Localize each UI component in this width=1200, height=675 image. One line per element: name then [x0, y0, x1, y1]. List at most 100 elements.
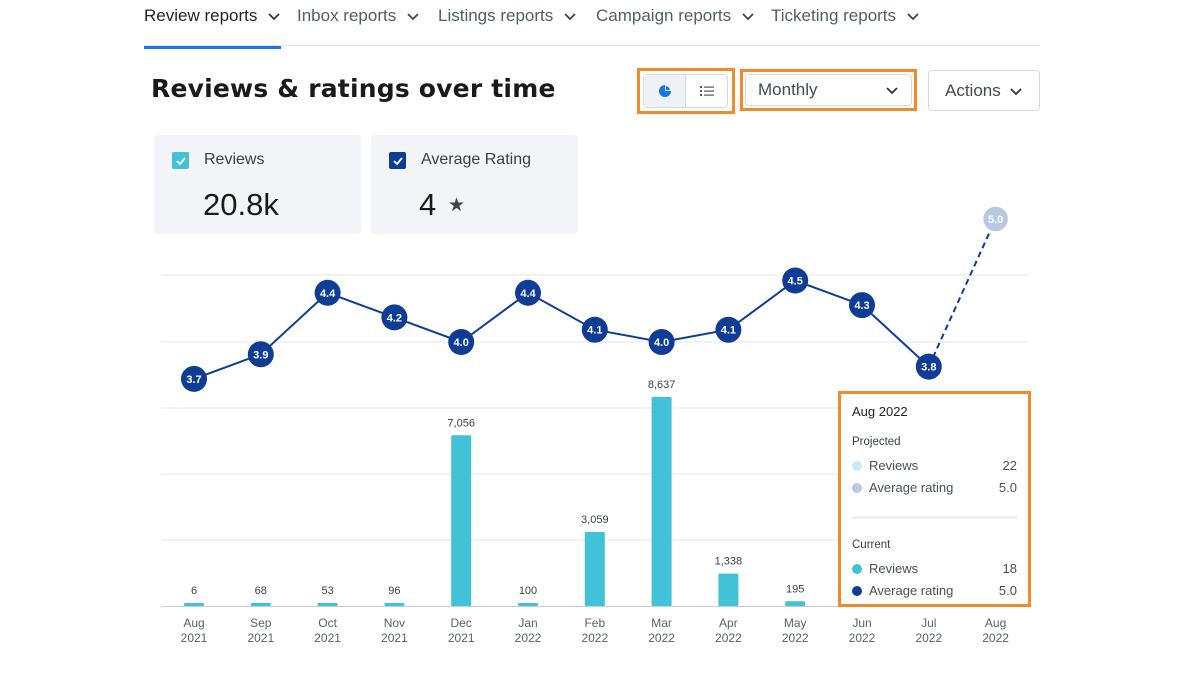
bar-value-label: 100 [519, 585, 537, 597]
tooltip-projected-heading: Projected [852, 436, 901, 448]
x-tick-label: 2021 [181, 631, 208, 645]
metric-card-average-rating: Average Rating 4 ★ [371, 135, 578, 234]
tooltip-current-heading: Current [852, 539, 891, 551]
rating-point-label: 4.1 [587, 325, 602, 337]
tooltip-row-label: Average rating [869, 480, 954, 495]
rating-points: 3.7 3.9 4.4 4.2 4.0 4.4 4.1 4.0 4.1 4.5 4.3 3.8 5.0 [181, 205, 1010, 392]
tab-campaign-reports[interactable]: Campaign reports [596, 6, 755, 46]
x-tick-label: 2021 [448, 631, 475, 645]
chart-view-button[interactable] [644, 75, 686, 107]
x-tick-label: Sep [250, 616, 272, 630]
x-tick-label: 2022 [715, 631, 742, 645]
x-tick-label: May [784, 616, 807, 630]
rating-point [247, 341, 274, 368]
tooltip-row-value: 5.0 [998, 583, 1017, 598]
rating-point [381, 304, 408, 331]
rating-line-solid [193, 279, 930, 380]
tooltip-row: Average rating 5.0 [852, 480, 1017, 495]
rating-point [981, 205, 1010, 233]
reviews-bar [651, 397, 672, 606]
x-axis: Aug2021Sep2021Oct2021Nov2021Dec2021Jan20… [181, 616, 1010, 645]
rating-point-label: 4.2 [387, 312, 402, 324]
rating-point [782, 267, 809, 294]
tab-inbox-reports[interactable]: Inbox reports [297, 6, 420, 46]
tab-label: Listings reports [438, 6, 554, 25]
period-dropdown[interactable]: Monthly [745, 74, 912, 106]
highlight-frame [740, 69, 917, 111]
reviews-checkbox[interactable] [172, 152, 189, 169]
bar-value-label: 3,059 [581, 514, 609, 526]
tooltip-title: Aug 2022 [852, 404, 908, 419]
chart-icon [658, 85, 671, 97]
period-value: Monthly [758, 80, 818, 99]
tooltip-row: Reviews 22 [852, 458, 1017, 473]
tab-label: Review reports [144, 6, 258, 25]
x-tick-label: 2022 [581, 631, 608, 645]
reviews-bar-labels: 6 68 53 96 7,056 100 3,059 8,637 1,338 195 [191, 379, 804, 597]
chevron-down-icon [907, 13, 919, 21]
chevron-down-icon [268, 13, 281, 21]
rating-point-label: 4.4 [520, 288, 536, 300]
x-tick-label: Aug [985, 616, 1006, 630]
actions-button[interactable]: Actions [928, 70, 1040, 111]
rating-point-label: 4.0 [654, 337, 669, 349]
tab-ticketing-reports[interactable]: Ticketing reports [771, 6, 920, 46]
metric-card-reviews: Reviews 20.8k [154, 135, 361, 234]
tooltip-row-value: 18 [1002, 561, 1017, 576]
rating-line-projected [927, 218, 997, 368]
rating-point [581, 316, 608, 343]
bar-value-label: 68 [255, 585, 267, 597]
x-tick-label: 2022 [515, 631, 542, 645]
reviews-bar [785, 601, 806, 606]
x-tick-label: Mar [651, 616, 672, 630]
chevron-down-icon [564, 13, 576, 21]
rating-point-label: 5.0 [988, 214, 1003, 226]
rating-point [314, 279, 341, 306]
chevron-down-icon [886, 87, 898, 95]
x-tick-label: 2022 [982, 631, 1009, 645]
legend-dot [852, 585, 862, 596]
view-toggle [643, 74, 728, 108]
x-tick-label: Jul [921, 616, 936, 630]
bar-value-label: 8,637 [648, 379, 676, 391]
bar-value-label: 53 [321, 585, 333, 597]
x-tick-label: 2021 [314, 631, 341, 645]
reviews-bar [184, 603, 204, 606]
x-tick-label: 2021 [247, 631, 274, 645]
reviews-bars [184, 397, 806, 606]
page-title: Reviews & ratings over time [151, 74, 556, 103]
bar-value-label: 96 [388, 585, 400, 597]
metric-value: 20.8k [203, 187, 279, 222]
rating-point [448, 329, 475, 355]
x-tick-label: 2022 [782, 631, 809, 645]
rating-point-label: 4.0 [454, 337, 469, 349]
average-rating-checkbox[interactable] [389, 152, 406, 169]
bar-value-label: 6 [191, 585, 197, 597]
reviews-bar [250, 603, 271, 606]
legend-dot [852, 482, 862, 493]
tooltip-row-label: Reviews [869, 561, 919, 576]
x-tick-label: Dec [451, 616, 472, 630]
star-icon: ★ [448, 195, 466, 216]
reviews-bar [451, 435, 472, 606]
x-tick-label: 2022 [849, 631, 876, 645]
tab-label: Inbox reports [297, 6, 397, 25]
tab-review-reports[interactable]: Review reports [144, 6, 282, 49]
reviews-bar [518, 603, 538, 606]
list-view-button[interactable] [686, 75, 727, 107]
metric-label: Average Rating [421, 151, 531, 168]
tab-label: Campaign reports [596, 6, 732, 25]
highlight-frame [637, 68, 735, 114]
report-tabs: Review reports Inbox reports Listings re… [144, 0, 1040, 49]
chevron-down-icon [407, 13, 419, 21]
legend-dot [852, 460, 862, 471]
checkmark-icon [175, 156, 186, 165]
rating-point-label: 4.4 [320, 288, 336, 300]
list-icon [699, 86, 714, 96]
metric-label: Reviews [204, 151, 265, 168]
x-tick-label: 2022 [648, 631, 675, 645]
x-tick-label: Nov [384, 616, 405, 630]
metric-value: 4 [419, 187, 437, 222]
tab-listings-reports[interactable]: Listings reports [438, 6, 577, 46]
x-tick-label: Apr [719, 616, 738, 630]
